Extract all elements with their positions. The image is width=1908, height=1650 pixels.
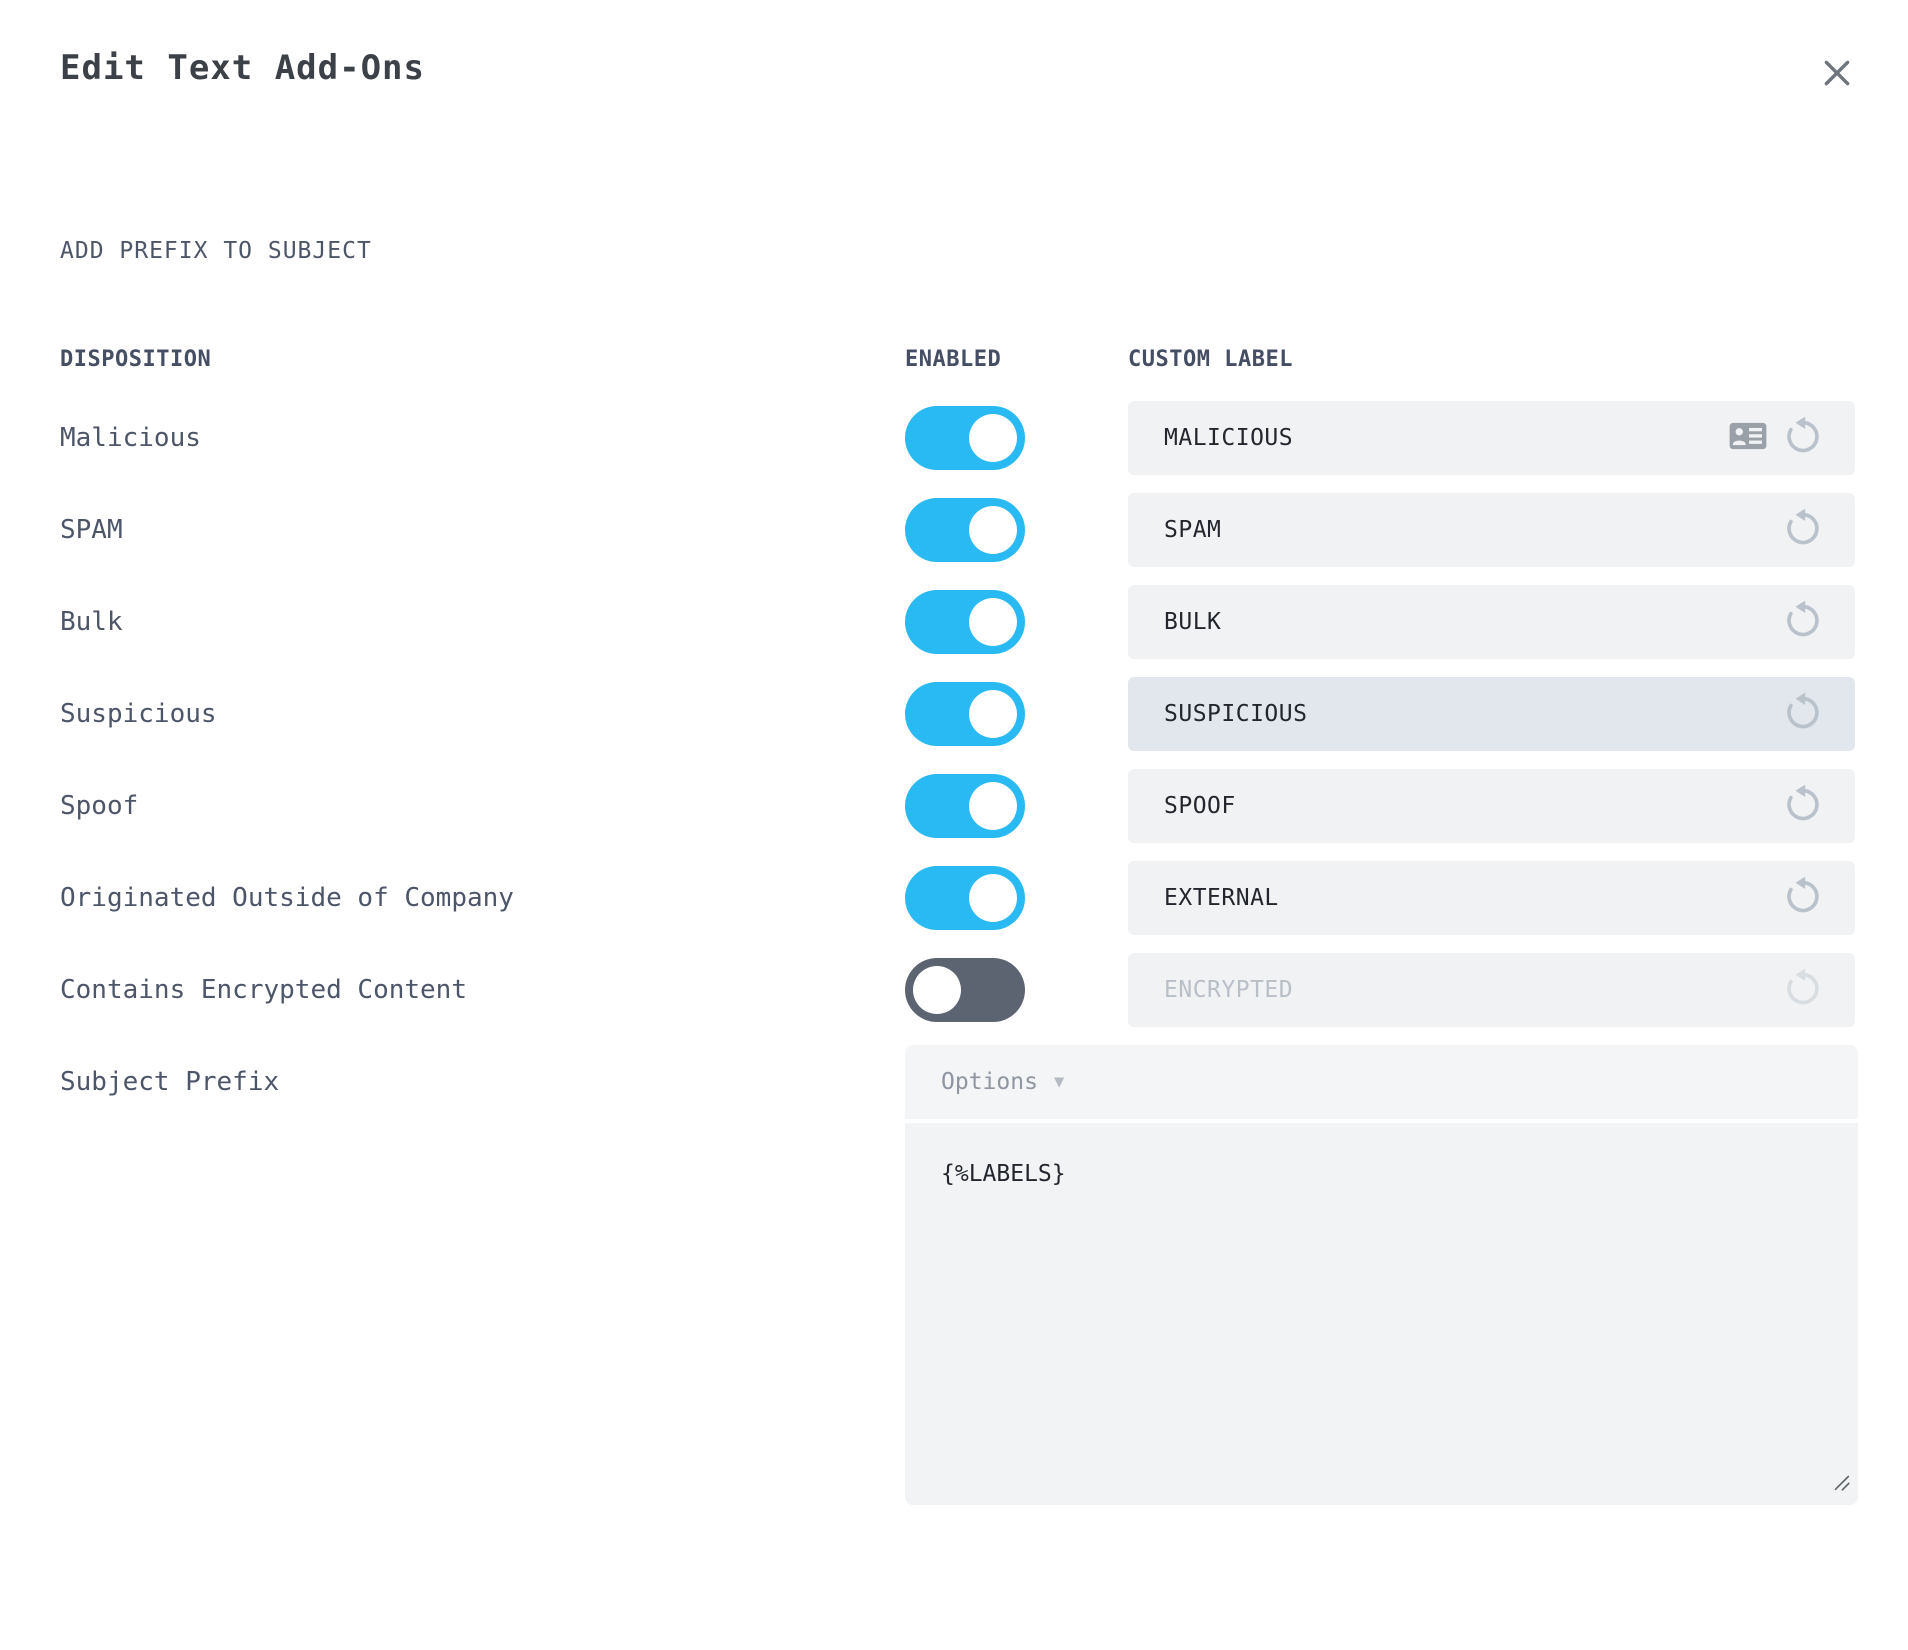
table-row-malicious: Malicious MALICIOUS xyxy=(0,392,1908,484)
toggle-knob xyxy=(969,874,1017,922)
dialog-title: Edit Text Add-Ons xyxy=(60,48,425,88)
contact-card-icon xyxy=(1727,415,1769,461)
enabled-toggle-malicious[interactable] xyxy=(905,406,1025,470)
custom-label-field-bulk[interactable]: BULK xyxy=(1128,585,1855,659)
reset-icon[interactable] xyxy=(1781,782,1825,830)
disposition-rows: Malicious MALICIOUS xyxy=(0,392,1908,1505)
column-header-enabled: ENABLED xyxy=(905,346,1002,372)
subject-prefix-value: {%LABELS} xyxy=(941,1161,1066,1187)
custom-label-value: BULK xyxy=(1164,609,1222,635)
toggle-knob xyxy=(913,966,961,1014)
custom-label-field-encrypted[interactable]: ENCRYPTED xyxy=(1128,953,1855,1027)
disposition-label: Suspicious xyxy=(60,699,217,729)
reset-icon[interactable] xyxy=(1781,506,1825,554)
reset-icon[interactable] xyxy=(1781,690,1825,738)
enabled-toggle-external[interactable] xyxy=(905,866,1025,930)
table-row-bulk: Bulk BULK xyxy=(0,576,1908,668)
disposition-label: Spoof xyxy=(60,791,139,821)
close-icon xyxy=(1820,56,1854,90)
custom-label-field-malicious[interactable]: MALICIOUS xyxy=(1128,401,1855,475)
custom-label-value: SPAM xyxy=(1164,517,1222,543)
custom-label-field-spoof[interactable]: SPOOF xyxy=(1128,769,1855,843)
enabled-toggle-spoof[interactable] xyxy=(905,774,1025,838)
disposition-label: Bulk xyxy=(60,607,123,637)
reset-icon[interactable] xyxy=(1781,598,1825,646)
subject-prefix-textarea[interactable]: {%LABELS} xyxy=(905,1123,1858,1505)
reset-icon[interactable] xyxy=(1781,874,1825,922)
custom-label-value: MALICIOUS xyxy=(1164,425,1294,451)
toggle-knob xyxy=(969,506,1017,554)
enabled-toggle-encrypted[interactable] xyxy=(905,958,1025,1022)
enabled-toggle-bulk[interactable] xyxy=(905,590,1025,654)
subject-prefix-panel: Options ▼ {%LABELS} xyxy=(905,1045,1858,1505)
custom-label-value: ENCRYPTED xyxy=(1164,977,1294,1003)
enabled-toggle-spam[interactable] xyxy=(905,498,1025,562)
disposition-label: Malicious xyxy=(60,423,201,453)
column-header-disposition: DISPOSITION xyxy=(60,346,212,372)
resize-handle-icon[interactable] xyxy=(1830,1471,1852,1499)
toggle-knob xyxy=(969,782,1017,830)
custom-label-value: SPOOF xyxy=(1164,793,1236,819)
table-row-encrypted: Contains Encrypted Content ENCRYPTED xyxy=(0,944,1908,1036)
reset-icon xyxy=(1781,966,1825,1014)
toggle-knob xyxy=(969,690,1017,738)
section-header: ADD PREFIX TO SUBJECT xyxy=(60,238,372,264)
toggle-knob xyxy=(969,598,1017,646)
custom-label-field-spam[interactable]: SPAM xyxy=(1128,493,1855,567)
table-header-row: DISPOSITION ENABLED CUSTOM LABEL xyxy=(0,344,1908,374)
subject-prefix-row: Subject Prefix Options ▼ {%LABELS} xyxy=(0,1045,1908,1505)
table-row-suspicious: Suspicious SUSPICIOUS xyxy=(0,668,1908,760)
disposition-label: Originated Outside of Company xyxy=(60,883,514,913)
custom-label-value: SUSPICIOUS xyxy=(1164,701,1308,727)
custom-label-field-suspicious[interactable]: SUSPICIOUS xyxy=(1128,677,1855,751)
disposition-label: Contains Encrypted Content xyxy=(60,975,467,1005)
table-row-spoof: Spoof SPOOF xyxy=(0,760,1908,852)
disposition-label: SPAM xyxy=(60,515,123,545)
custom-label-value: EXTERNAL xyxy=(1164,885,1279,911)
reset-icon[interactable] xyxy=(1781,414,1825,462)
chevron-down-icon: ▼ xyxy=(1053,1072,1065,1092)
subject-prefix-label: Subject Prefix xyxy=(60,1067,280,1097)
table-row-external: Originated Outside of Company EXTERNAL xyxy=(0,852,1908,944)
dialog-header: Edit Text Add-Ons xyxy=(0,0,1908,96)
column-header-custom-label: CUSTOM LABEL xyxy=(1128,346,1293,372)
enabled-toggle-suspicious[interactable] xyxy=(905,682,1025,746)
toggle-knob xyxy=(969,414,1017,462)
custom-label-field-external[interactable]: EXTERNAL xyxy=(1128,861,1855,935)
options-dropdown-label: Options xyxy=(941,1069,1038,1095)
close-button[interactable] xyxy=(1814,50,1860,96)
table-row-spam: SPAM SPAM xyxy=(0,484,1908,576)
options-dropdown[interactable]: Options ▼ xyxy=(905,1045,1858,1119)
